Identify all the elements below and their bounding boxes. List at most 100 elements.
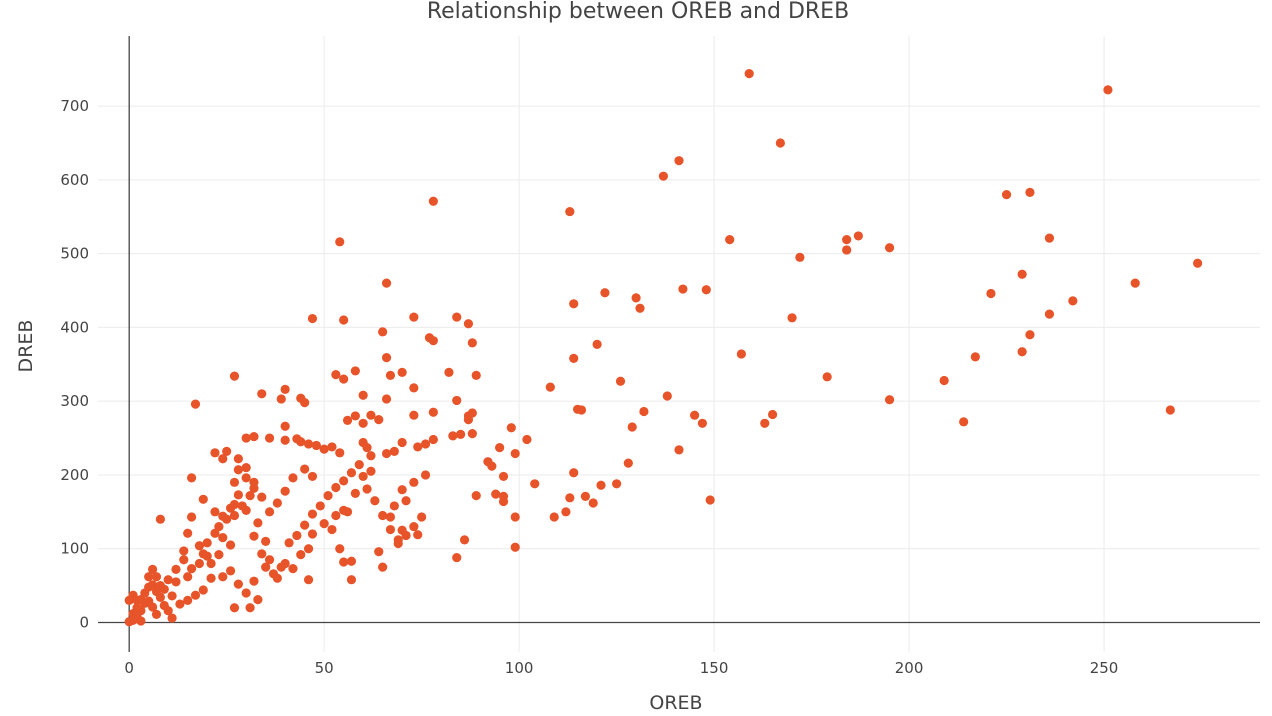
scatter-point bbox=[397, 485, 407, 495]
scatter-point bbox=[362, 443, 372, 453]
scatter-point bbox=[179, 555, 189, 565]
scatter-point bbox=[190, 590, 201, 600]
scatter-point bbox=[471, 491, 481, 501]
scatter-point bbox=[1017, 269, 1027, 279]
scatter-point bbox=[151, 572, 162, 582]
scatter-point bbox=[397, 437, 407, 448]
scatter-point bbox=[261, 536, 271, 546]
scatter-point bbox=[1025, 187, 1035, 197]
scatter-point bbox=[249, 531, 259, 541]
scatter-point bbox=[229, 371, 240, 381]
scatter-point bbox=[463, 319, 474, 329]
scatter-point bbox=[327, 524, 337, 535]
scatter-point bbox=[186, 473, 197, 483]
scatter-point bbox=[409, 477, 419, 487]
scatter-point bbox=[257, 492, 267, 502]
scatter-point bbox=[335, 237, 345, 247]
scatter-point bbox=[409, 312, 419, 322]
scatter-point bbox=[346, 556, 357, 566]
x-tick-label: 150 bbox=[700, 659, 729, 677]
scatter-point bbox=[280, 421, 290, 431]
scatter-point bbox=[222, 446, 232, 456]
scatter-point bbox=[678, 284, 688, 294]
scatter-point bbox=[296, 437, 306, 447]
scatter-point bbox=[276, 562, 286, 572]
scatter-point bbox=[381, 448, 392, 459]
scatter-point bbox=[233, 490, 243, 500]
scatter-point bbox=[261, 562, 271, 572]
scatter-point bbox=[1044, 309, 1055, 319]
scatter-point bbox=[198, 585, 208, 595]
scatter-point bbox=[300, 398, 310, 408]
scatter-point bbox=[596, 480, 606, 490]
scatter-point bbox=[381, 278, 392, 288]
scatter-point bbox=[292, 530, 302, 541]
scatter-point bbox=[884, 395, 895, 405]
scatter-point bbox=[179, 546, 189, 556]
scatter-point bbox=[327, 442, 337, 452]
scatter-point bbox=[210, 448, 220, 458]
scatter-point bbox=[335, 448, 345, 458]
y-tick-label: 100 bbox=[60, 540, 89, 558]
scatter-point bbox=[218, 511, 228, 521]
scatter-point bbox=[374, 547, 384, 557]
scatter-point bbox=[206, 558, 216, 569]
scatter-point bbox=[272, 498, 282, 508]
scatter-point bbox=[1017, 347, 1027, 357]
scatter-point bbox=[315, 501, 325, 511]
scatter-point bbox=[276, 394, 286, 404]
scatter-point bbox=[311, 440, 321, 451]
scatter-point bbox=[389, 446, 399, 456]
scatter-point bbox=[300, 520, 310, 530]
scatter-point bbox=[612, 479, 622, 489]
scatter-point bbox=[214, 550, 224, 560]
scatter-point bbox=[510, 512, 520, 522]
scatter-point bbox=[853, 231, 863, 241]
scatter-point bbox=[627, 422, 637, 432]
y-axis-title: DREB bbox=[15, 320, 37, 373]
x-axis-title: OREB bbox=[649, 692, 702, 711]
scatter-point bbox=[600, 288, 610, 298]
tick-labels: 0 50 100 150 200 250 0 100 200 300 400 500 600 700 bbox=[60, 97, 1118, 677]
scatter-point bbox=[381, 394, 392, 404]
scatter-point bbox=[452, 395, 462, 406]
scatter-point bbox=[163, 575, 173, 585]
scatter-point bbox=[241, 433, 251, 443]
scatter-point bbox=[986, 288, 996, 299]
scatter-point bbox=[225, 503, 236, 513]
scatter-point bbox=[331, 370, 341, 380]
scatter-point bbox=[374, 415, 384, 425]
scatter-point bbox=[183, 595, 193, 605]
scatter-point bbox=[1001, 190, 1012, 200]
scatter-point bbox=[280, 435, 290, 445]
scatter-point bbox=[1130, 278, 1140, 288]
scatter-point bbox=[167, 613, 177, 623]
scatter-point bbox=[795, 252, 805, 262]
scatter-point bbox=[413, 530, 423, 540]
scatter-point bbox=[452, 552, 462, 563]
scatter-point bbox=[565, 493, 575, 503]
scatter-point bbox=[970, 352, 980, 362]
scatter-point bbox=[229, 477, 240, 487]
scatter-point bbox=[288, 564, 298, 574]
scatter-point bbox=[300, 464, 310, 474]
scatter-point bbox=[284, 538, 294, 548]
scatter-point bbox=[202, 538, 212, 548]
scatter-point bbox=[229, 510, 240, 521]
scatter-point bbox=[288, 473, 298, 483]
scatter-point bbox=[229, 603, 240, 613]
scatter-point bbox=[428, 407, 438, 417]
scatter-point bbox=[171, 564, 181, 574]
scatter-point bbox=[576, 405, 587, 415]
scatter-point bbox=[257, 389, 267, 399]
scatter-point bbox=[393, 538, 403, 549]
scatter-point bbox=[210, 507, 220, 517]
y-tick-label: 600 bbox=[60, 171, 89, 189]
scatter-point bbox=[409, 521, 419, 532]
scatter-point bbox=[319, 444, 329, 454]
scatter-point bbox=[366, 410, 376, 420]
scatter-point bbox=[245, 603, 255, 613]
scatter-point bbox=[155, 514, 165, 524]
y-tick-label: 500 bbox=[60, 245, 89, 263]
scatter-point bbox=[144, 572, 154, 582]
